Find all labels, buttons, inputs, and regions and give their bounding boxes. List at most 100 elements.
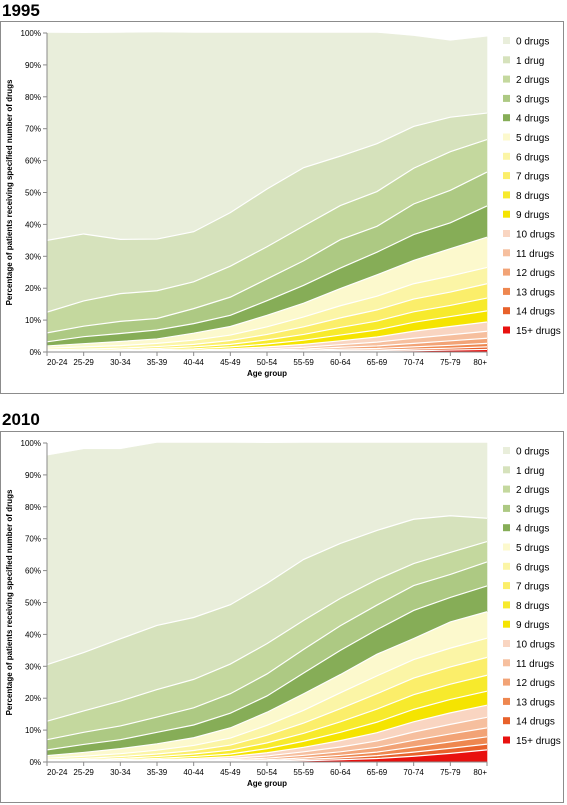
boundary-11-drugs [46,716,488,763]
x-tick-label: 80+ [473,768,487,777]
legend-swatch-9-drugs [503,210,510,218]
legend-swatch-13-drugs [503,287,510,295]
legend-label-4-drugs: 4 drugs [516,114,549,125]
legend-label-1-drug: 1 drug [516,466,544,477]
x-tick-label: 60-64 [330,358,351,367]
boundary-9-drugs [46,690,488,762]
legend-swatch-3-drugs [503,94,510,102]
legend-label-5-drugs: 5 drugs [516,133,549,144]
legend-label-14-drugs: 14 drugs [516,307,555,318]
legend-label-1-drug: 1 drug [516,56,544,67]
y-tick-label: 40% [25,630,41,639]
legend-swatch-4-drugs [503,114,510,122]
legend-label-15plus-drugs: 15+ drugs [516,736,561,747]
boundary-2-drugs [46,138,488,313]
y-tick-label: 90% [25,471,41,480]
legend-swatch-2-drugs [503,75,510,83]
y-tick-label: 30% [25,662,41,671]
legend-label-11-drugs: 11 drugs [516,249,554,260]
x-tick-label: 35-39 [147,358,168,367]
x-tick-label: 65-69 [367,358,388,367]
y-axis-label: Percentage of patients receiving specifi… [5,79,14,305]
legend-label-2-drugs: 2 drugs [516,485,549,496]
legend-label-5-drugs: 5 drugs [516,543,549,554]
legend-label-2-drugs: 2 drugs [516,75,549,86]
y-tick-label: 20% [25,284,41,293]
x-axis-label: Age group [247,779,287,788]
y-tick-label: 30% [25,252,41,261]
legend-label-9-drugs: 9 drugs [516,620,549,631]
plot-area [46,442,488,763]
legend-swatch-15plus-drugs [503,326,510,334]
y-tick-label: 50% [25,189,41,198]
boundary-8-drugs [46,297,488,352]
boundary-10-drugs [46,704,488,763]
legend-label-11-drugs: 11 drugs [516,659,554,670]
x-tick-label: 20-24 [47,358,68,367]
legend-label-13-drugs: 13 drugs [516,697,555,708]
chart-title-1995: 1995 [2,1,40,20]
x-tick-label: 50-54 [257,768,278,777]
y-tick-label: 20% [25,694,41,703]
legend: 0 drugs 1 drug 2 drugs 3 drugs 4 drugs 5 drug… [503,447,561,747]
legend-label-3-drugs: 3 drugs [516,94,549,105]
legend-swatch-6-drugs [503,152,510,160]
x-tick-label: 30-34 [110,768,131,777]
legend-swatch-4-drugs [503,524,510,532]
y-tick-label: 60% [25,157,41,166]
x-tick-label: 70-74 [403,358,424,367]
x-tick-label: 75-79 [440,768,461,777]
x-tick-label: 35-39 [147,768,168,777]
x-tick-label: 55-59 [293,358,314,367]
x-tick-label: 65-69 [367,768,388,777]
legend-swatch-10-drugs [503,230,510,237]
legend-label-7-drugs: 7 drugs [516,172,549,183]
x-tick-label: 70-74 [403,768,424,777]
y-tick-label: 90% [25,61,41,70]
y-tick-label: 40% [25,220,41,229]
legend-label-6-drugs: 6 drugs [516,562,549,573]
legend-label-6-drugs: 6 drugs [516,152,549,163]
x-tick-label: 40-44 [183,768,204,777]
boundary-1-drug [46,515,488,666]
legend-label-9-drugs: 9 drugs [516,210,549,221]
boundary-7-drugs [46,283,488,351]
boundary-5-drugs [46,611,488,757]
y-tick-label: 70% [25,125,41,134]
y-tick-label: 50% [25,599,41,608]
y-tick-label: 0% [29,758,41,767]
x-tick-label: 50-54 [257,358,278,367]
boundary-3-drugs [46,171,488,334]
legend-swatch-15plus-drugs [503,736,510,744]
boundary-3-drugs [46,561,488,741]
x-tick-label: 25-29 [73,768,94,777]
y-tick-label: 100% [21,439,41,448]
boundary-10-drugs [47,321,488,353]
legend-label-10-drugs: 10 drugs [516,230,555,241]
legend-label-12-drugs: 12 drugs [516,678,555,689]
boundary-7-drugs [46,656,488,761]
legend-label-8-drugs: 8 drugs [516,191,549,202]
legend-swatch-14-drugs [503,717,510,725]
legend-swatch-7-drugs [503,582,510,590]
x-tick-label: 20-24 [47,768,68,777]
legend-label-3-drugs: 3 drugs [516,504,549,515]
boundary-5-drugs [46,236,488,347]
y-axis-label: Percentage of patients receiving specifi… [5,489,14,715]
boundary-1-drug [46,112,488,241]
legend-label-14-drugs: 14 drugs [516,717,555,728]
y-tick-label: 80% [25,503,41,512]
boundary-9-drugs [46,310,488,352]
legend-swatch-11-drugs [503,659,510,667]
x-tick-label: 60-64 [330,768,351,777]
boundary-6-drugs [46,637,488,759]
legend-swatch-0-drugs [503,447,510,454]
y-tick-label: 10% [25,316,41,325]
legend-swatch-3-drugs [503,504,510,512]
legend-swatch-10-drugs [503,640,510,647]
x-tick-label: 45-49 [220,768,241,777]
legend-label-8-drugs: 8 drugs [516,601,549,612]
chart-panel-2010: 0% 10% 20% 30% 40% 50% 60% 70% 80% 90% 100% 20-24 25… [0,431,564,803]
legend-swatch-9-drugs [503,620,510,628]
x-tick-label: 25-29 [73,358,94,367]
